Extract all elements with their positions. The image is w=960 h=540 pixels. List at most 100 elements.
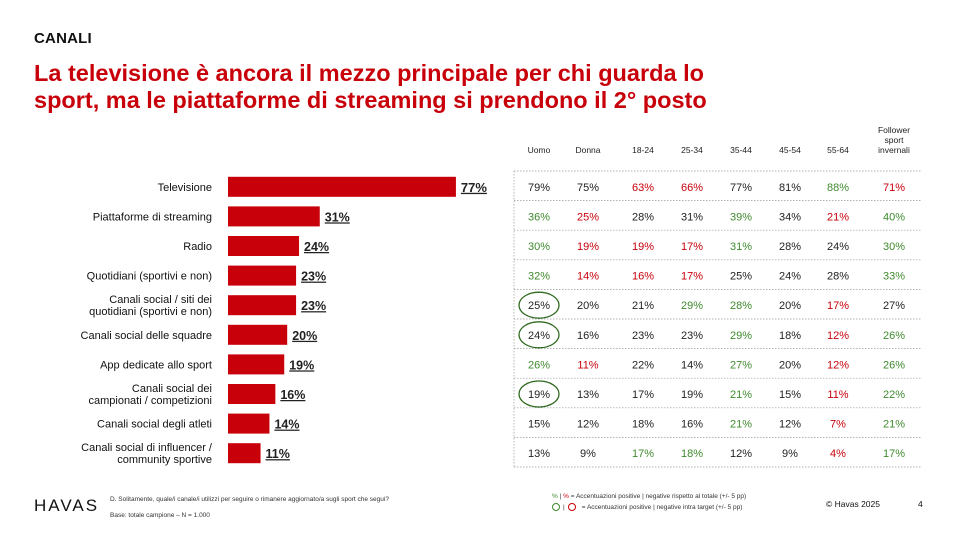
column-header: 35-44 [730,145,752,155]
highlight-circle [518,291,560,319]
table-cell: 15% [779,389,801,401]
table-cell: 11% [827,389,848,401]
table-cell: 19% [632,241,654,253]
column-header: 45-54 [779,145,801,155]
category-label: Quotidiani (sportivi e non) [87,271,212,283]
table-cell: 17% [827,300,849,312]
bar [228,295,297,316]
page-number: 4 [918,499,923,509]
data-label: 31% [325,210,350,224]
table-cell: 28% [827,271,849,283]
table-cell: 24% [779,271,801,283]
table-cell: 14% [577,271,599,283]
table-cell: 19% [528,389,550,401]
table-cell: 17% [681,241,703,253]
category-label: Canali social delle squadre [81,330,212,342]
legend-intra-text: = Accentuazioni positive | negative intr… [581,503,743,511]
category-label: Canali social di influencer / [81,442,213,454]
table-cell: 18% [632,419,654,431]
table-cell: 20% [779,359,801,371]
section-label: CANALI [34,30,92,47]
category-label: community sportive [117,454,212,466]
table-cell: 20% [779,300,801,312]
table-cell: 34% [779,211,801,223]
table-cell: 25% [528,300,550,312]
table-cell: 19% [577,241,599,253]
table-cell: 31% [730,241,752,253]
column-header: invernali [878,145,910,155]
table-cell: 27% [730,359,752,371]
category-label: Piattaforme di streaming [93,211,212,223]
legend-separator-2: | [563,503,565,511]
table-cell: 29% [681,300,703,312]
data-label: 23% [301,270,326,284]
table-cell: 30% [528,241,550,253]
table-cell: 27% [883,300,905,312]
table-cell: 24% [827,241,849,253]
table-cell: 71% [883,182,905,194]
data-label: 19% [289,358,314,372]
table-cell: 12% [577,419,599,431]
red-circle-icon [567,503,576,511]
category-label: App dedicate allo sport [100,359,212,371]
bar [228,206,320,227]
bar [228,265,297,286]
table-cell: 11% [577,359,598,371]
havas-logo: HAVAS [34,496,100,515]
table-cell: 16% [681,419,703,431]
table-cell: 12% [827,330,849,342]
column-header: sport [885,135,905,145]
table-cell: 23% [632,330,654,342]
sample-base: Base: totale campione – N = 1.000 [110,512,210,519]
legend-intra-target: | = Accentuazioni positive | negative in… [552,503,742,511]
column-header: 18-24 [632,145,654,155]
table-cell: 24% [528,330,550,342]
table-cell: 40% [883,211,905,223]
category-label: Canali social dei [132,383,212,395]
table-cell: 13% [577,389,599,401]
table-cell: 13% [528,448,550,460]
table-cell: 88% [827,182,849,194]
legend-pos-mark: % [552,493,558,500]
table-cell: 25% [730,271,752,283]
data-label: 77% [461,180,487,195]
copyright: © Havas 2025 [826,499,880,509]
data-label: 16% [280,388,305,402]
table-cell: 14% [681,359,703,371]
legend-total-text: = Accentuazioni positive | negative risp… [570,493,747,500]
survey-question: D. Solitamente, quale/i canale/i utilizz… [110,496,389,503]
title-line-2: sport, ma le piattaforme di streaming si… [34,87,707,113]
column-header: 25-34 [681,145,703,155]
table-cell: 19% [681,389,703,401]
table-cell: 63% [632,182,654,194]
table-cell: 28% [632,211,654,223]
table-cell: 15% [528,419,550,431]
highlight-circle [518,321,560,349]
category-label: Canali social / siti dei [109,294,212,306]
title-line-1: La televisione è ancora il mezzo princip… [34,60,704,86]
table-cell: 17% [681,271,703,283]
table-cell: 25% [577,211,599,223]
category-label: quotidiani (sportivi e non) [89,306,212,318]
bar [228,354,285,375]
table-cell: 7% [830,419,846,431]
table-cell: 81% [779,182,801,194]
table-cell: 9% [580,448,596,460]
table-cell: 26% [883,359,905,371]
column-header: Donna [575,145,600,155]
table-cell: 75% [577,182,599,194]
table-cell: 9% [782,448,798,460]
column-header: 55-64 [827,145,849,155]
column-header: Uomo [528,145,551,155]
legend-neg-mark: % [563,493,569,500]
data-label: 24% [304,240,329,254]
category-label: Canali social degli atleti [97,419,212,431]
table-cell: 30% [883,241,905,253]
category-label: Televisione [158,182,212,194]
table-cell: 17% [632,448,654,460]
bar [228,443,261,464]
category-label: Radio [183,241,212,253]
table-cell: 77% [730,182,752,194]
